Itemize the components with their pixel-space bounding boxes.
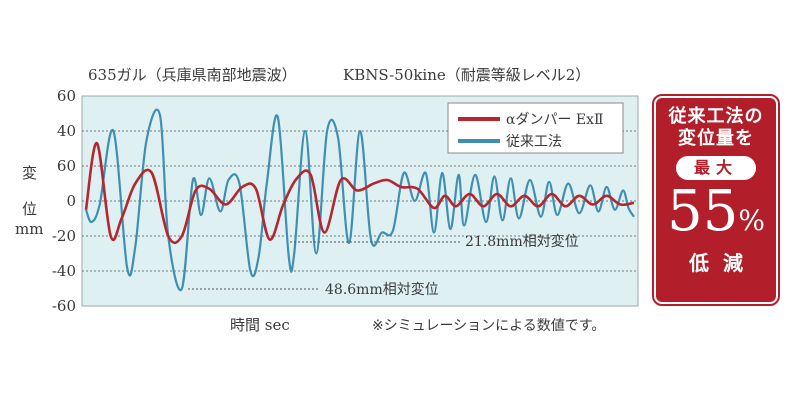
y-tick-label: -20 (52, 227, 76, 245)
simulation-note: ※シミュレーションによる数値です。 (372, 318, 605, 334)
badge-percent-number: 55 (667, 179, 739, 244)
y-axis-label-char-1: 変 (22, 164, 37, 182)
legend-label-damper: αダンパー ExⅡ (506, 112, 604, 128)
y-axis-label-unit: mm (15, 220, 43, 238)
reduction-badge: 従来工法の 変位量を 最大 55% 低減 (652, 94, 780, 306)
y-tick-label: 40 (57, 122, 76, 140)
y-tick-label: 60 (57, 87, 76, 105)
series-line-conventional (84, 108, 635, 292)
badge-percent: 55% (656, 182, 776, 251)
badge-percent-sign: % (738, 204, 765, 237)
badge-bottom-text: 低減 (689, 251, 757, 275)
series-lines (84, 108, 635, 292)
legend-label-conventional: 従来工法 (506, 134, 562, 150)
annotation-21-8mm: 21.8mm相対変位 (465, 233, 579, 250)
y-tick-label: -40 (52, 262, 76, 280)
legend-box (447, 102, 624, 154)
badge-line-2: 変位量を (678, 128, 754, 149)
y-tick-label: -60 (52, 297, 76, 315)
annotation-48-6mm: 48.6mm相対変位 (325, 281, 439, 298)
y-tick-label: 0 (66, 192, 76, 210)
x-axis-label: 時間 sec (230, 316, 290, 334)
series-line-damper (84, 141, 635, 245)
legend: αダンパー ExⅡ 従来工法 (447, 102, 624, 154)
chart-title-left: 635ガル（兵庫県南部地震波） (88, 66, 297, 84)
badge-pill-max: 最大 (676, 156, 756, 180)
chart-title-right: KBNS-50kine（耐震等級レベル2） (343, 66, 590, 84)
badge-line-1: 従来工法の (668, 106, 764, 127)
y-tick-labels: 60 40 60 0 -20 -40 -60 (52, 87, 76, 315)
y-axis-label-char-2: 位 (22, 200, 37, 218)
y-tick-label: 60 (57, 157, 76, 175)
